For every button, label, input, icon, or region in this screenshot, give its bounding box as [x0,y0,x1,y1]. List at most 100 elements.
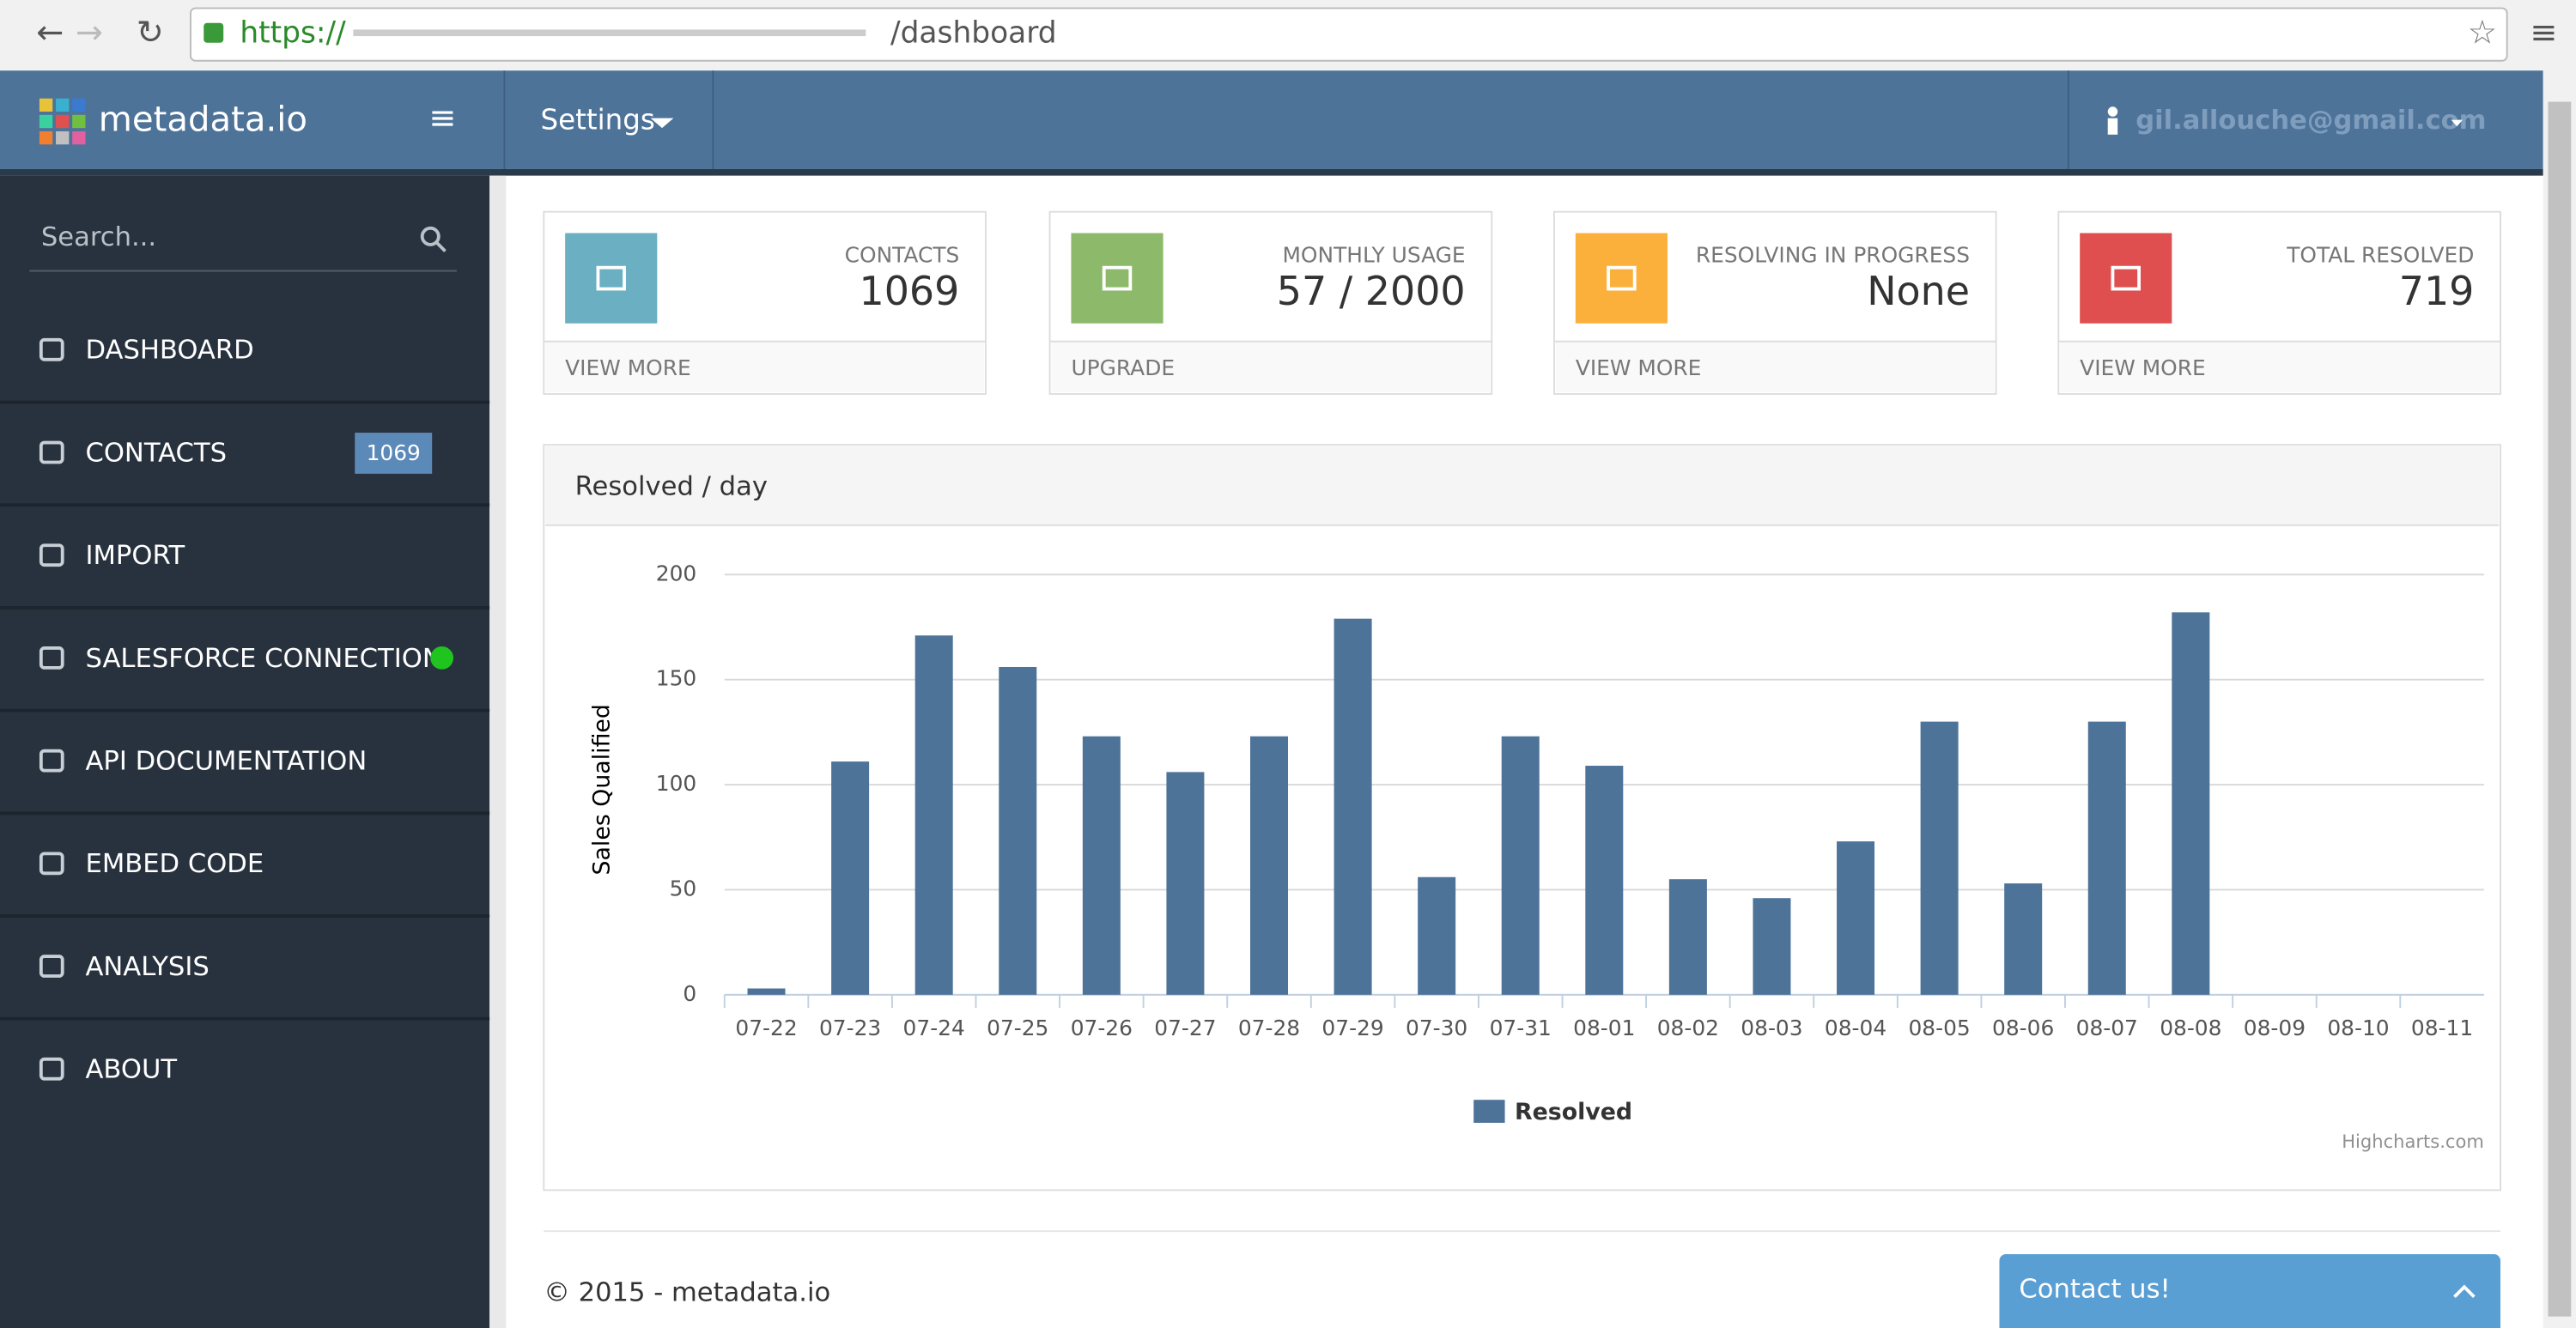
card-icon [1575,233,1668,324]
x-tick-label: 08-07 [2076,1016,2138,1040]
contact-widget[interactable] [1999,1253,2500,1328]
brand[interactable]: metadata.io [99,100,307,140]
sidebar-label[interactable]: CONTACTS [85,438,227,468]
menu-toggle[interactable]: ≡ [428,99,456,137]
bar [1082,736,1121,995]
x-tick-label: 08-03 [1741,1016,1802,1040]
browser-menu[interactable]: ≡ [2530,14,2557,52]
card-value: 57 / 2000 [1277,268,1466,314]
x-tick-label: 08-09 [2244,1016,2306,1040]
x-tick-label: 07-31 [1490,1016,1552,1040]
x-tick-label: 08-01 [1573,1016,1635,1040]
back-button[interactable]: ← [36,14,64,52]
card-link[interactable]: VIEW MORE [565,355,691,380]
bar [2004,883,2043,995]
contact-label[interactable]: Contact us! [2019,1275,2170,1305]
user-email[interactable]: gil.allouche@gmail.com [2136,106,2486,136]
forward-button[interactable]: → [76,14,103,52]
search-icon[interactable] [420,226,440,246]
bar [1418,876,1456,995]
x-tick-label: 08-02 [1657,1016,1719,1040]
x-tick-label: 07-26 [1071,1016,1133,1040]
badge [355,433,433,474]
sidebar-icon [39,749,64,773]
card-footer [1555,341,1995,393]
contact-chevron [2453,1284,2476,1299]
sidebar-label[interactable]: IMPORT [85,541,185,571]
bar [999,666,1037,995]
y-axis-label: Sales Qualified [589,704,616,875]
sidebar-icon [39,440,64,464]
sidebar-label[interactable]: DASHBOARD [85,336,253,366]
y-tick-label: 100 [656,771,696,796]
caret [650,118,674,129]
sidebar-icon [39,337,64,361]
bar [2172,612,2210,995]
bookmark-star[interactable]: ☆ [2468,14,2497,52]
card-value: 719 [2399,268,2475,314]
lock-icon [204,22,224,43]
scrollbar-thumb[interactable] [2548,101,2572,1317]
card-icon-glyph [1607,265,1637,291]
address-bar[interactable] [189,7,2508,62]
sidebar-icon [39,1057,64,1081]
reload-button[interactable]: ↻ [137,14,164,52]
user-icon [2107,106,2118,117]
bar [1334,618,1372,995]
card-label: CONTACTS [845,242,960,267]
sidebar-item[interactable] [0,915,489,1017]
bar [747,988,786,995]
chart-panel-header [545,446,2500,525]
sidebar-icon [39,646,64,670]
legend-label[interactable]: Resolved [1515,1099,1632,1125]
card-label: MONTHLY USAGE [1282,242,1465,267]
card-link[interactable]: VIEW MORE [2080,355,2206,380]
card-link[interactable]: VIEW MORE [1576,355,1702,380]
content-edge [489,175,507,1328]
sidebar-label[interactable]: ANALYSIS [85,952,209,982]
bar [1501,736,1540,995]
card-icon [565,233,658,324]
bar [1166,772,1205,995]
user-icon-body [2107,118,2118,135]
card-link[interactable]: UPGRADE [1071,355,1175,380]
navbar-shadow [0,168,2543,176]
card-value: 1069 [860,268,960,314]
navbar [0,70,2543,169]
sidebar-label[interactable]: EMBED CODE [85,849,264,879]
sidebar-label[interactable]: ABOUT [85,1055,177,1085]
chart-title: Resolved / day [575,471,768,501]
x-tick-label: 08-04 [1825,1016,1886,1040]
x-tick-label: 08-06 [1992,1016,2054,1040]
bar [1753,898,1791,995]
sidebar-label[interactable]: SALESFORCE CONNECTION [85,644,441,674]
y-tick-label: 200 [656,561,696,585]
bar [914,635,953,995]
sidebar-item[interactable] [0,504,489,606]
x-tick-label: 07-27 [1154,1016,1216,1040]
search-icon-handle [435,241,447,252]
card-footer [545,341,985,393]
x-tick-label: 07-23 [819,1016,881,1040]
url-redacted [353,29,866,37]
x-tick-label: 08-11 [2411,1016,2473,1040]
bar [1837,841,1875,995]
bar [831,761,870,995]
x-tick-label: 08-05 [1908,1016,1970,1040]
badge-label: 1069 [367,440,421,465]
sidebar-item[interactable] [0,1018,489,1120]
sidebar-icon [39,955,64,978]
url-path: /dashboard [890,16,1057,51]
y-tick-label: 150 [656,666,696,691]
sidebar [0,175,490,1328]
legend-swatch[interactable] [1473,1100,1505,1123]
sidebar-label[interactable]: API DOCUMENTATION [85,747,367,777]
card-footer [2060,341,2500,393]
sidebar-icon [39,543,64,567]
card-icon-glyph [596,265,626,291]
card-label: RESOLVING IN PROGRESS [1696,242,1970,267]
y-tick-label: 50 [670,876,697,900]
credit[interactable]: Highcharts.com [2342,1131,2484,1152]
settings-menu[interactable]: Settings [540,104,654,136]
search-input[interactable]: Search... [41,222,156,252]
